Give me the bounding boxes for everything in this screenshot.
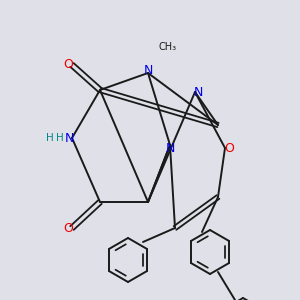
Text: N: N (143, 64, 153, 76)
Text: O: O (224, 142, 234, 154)
Text: O: O (63, 58, 73, 71)
Text: N: N (193, 85, 203, 98)
Text: N: N (64, 131, 74, 145)
Text: N: N (165, 142, 175, 155)
Text: O: O (63, 221, 73, 235)
Text: H: H (46, 133, 54, 143)
Text: CH₃: CH₃ (159, 42, 177, 52)
Text: H: H (56, 133, 64, 143)
